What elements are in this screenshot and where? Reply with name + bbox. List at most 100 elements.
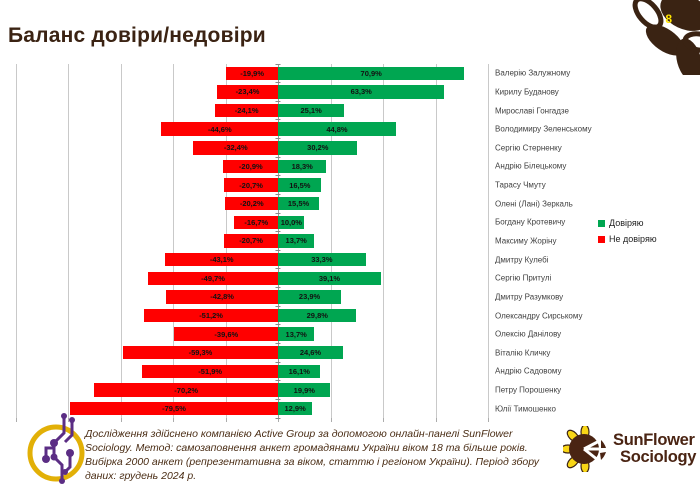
zero-axis-tick	[275, 268, 281, 270]
chart-row: -16,7% 10,0% Богдану Кротевичу	[16, 213, 565, 232]
category-label: Сергію Притулі	[495, 273, 552, 283]
zero-axis-tick	[275, 63, 281, 65]
active-group-logo	[27, 413, 85, 484]
gridline	[488, 64, 489, 418]
zero-axis-tick	[275, 342, 281, 344]
distrust-bar: -20,9%	[223, 159, 279, 174]
trust-value-label: 33,3%	[311, 255, 333, 265]
distrust-bar: -59,3%	[122, 346, 279, 360]
legend-trust-label: Довіряю	[609, 218, 644, 228]
distrust-value-label: -49,7%	[201, 273, 225, 283]
category-label: Олені (Лані) Зеркаль	[495, 199, 573, 209]
legend-item-distrust: Не довіряю	[598, 234, 657, 244]
distrust-bar: -24,1%	[215, 103, 279, 118]
trust-bar: 70,9%	[278, 66, 465, 80]
category-label: Олексію Данілову	[495, 329, 562, 339]
distrust-bar: -49,7%	[147, 271, 279, 285]
zero-axis-tick	[275, 212, 281, 214]
trust-value-label: 13,7%	[285, 236, 307, 246]
category-label: Дмитру Разумкову	[495, 292, 564, 302]
chart-row: -51,9% 16,1% Андрію Садовому	[16, 362, 562, 381]
chart-row: -70,2% 19,9% Петру Порошенку	[16, 381, 561, 400]
distrust-bar: -23,4%	[216, 85, 279, 99]
distrust-bar: -51,9%	[142, 364, 279, 379]
trust-value-label: 16,5%	[289, 180, 311, 190]
chart-row: -20,7% 16,5% Тарасу Чмуту	[16, 176, 546, 195]
trust-bar: 18,3%	[278, 159, 327, 174]
trust-bar: 23,9%	[278, 290, 341, 304]
distrust-value-label: -70,2%	[174, 385, 199, 395]
page-number: 8	[665, 12, 672, 26]
trust-bar: 19,9%	[278, 383, 331, 397]
zero-axis-tick	[275, 324, 281, 326]
gridline	[120, 64, 122, 418]
chart-row: -42,8% 23,9% Дмитру Разумкову	[16, 288, 563, 307]
distrust-value-label: -20,7%	[239, 180, 263, 190]
zero-axis-tick	[275, 287, 281, 289]
category-label: Андрію Білецькому	[495, 161, 567, 171]
trust-bar: 13,7%	[278, 234, 315, 248]
trust-bar: 12,9%	[278, 401, 313, 416]
chart-row: -43,1% 33,3% Дмитру Кулебі	[16, 250, 549, 269]
zero-axis-tick	[275, 249, 281, 251]
chart-row: -39,6% 13,7% Олексію Данілову	[16, 325, 561, 344]
sunflower-wordmark: SunFlower Sociology	[613, 432, 696, 466]
zero-axis-tick	[275, 305, 281, 307]
distrust-value-label: -79,5%	[162, 404, 186, 414]
distrust-value-label: -20,9%	[238, 161, 263, 171]
sunflower-sociology-logo: SunFlower Sociology	[563, 426, 696, 472]
zero-axis-tick	[275, 138, 281, 140]
chart-row: -32,4% 30,2% Сергію Стерненку	[16, 139, 562, 158]
trust-bar: 13,7%	[278, 327, 315, 341]
zero-axis-tick	[275, 231, 281, 233]
distrust-bar: -42,8%	[165, 290, 279, 304]
category-label: Тарасу Чмуту	[495, 180, 546, 190]
chart-row: -51,2% 29,8% Олександру Сирському	[16, 306, 582, 325]
category-label: Валерію Залужному	[495, 68, 571, 78]
trust-value-label: 23,9%	[298, 292, 321, 302]
distrust-bar: -70,2%	[94, 383, 279, 397]
distrust-value-label: -20,2%	[239, 199, 264, 209]
axis-tick	[173, 418, 175, 422]
axis-tick	[225, 418, 227, 422]
axis-tick	[278, 418, 280, 422]
category-label: Мирославі Гонгадзе	[495, 106, 569, 116]
distrust-bar: -20,7%	[223, 178, 279, 192]
trust-swatch-icon	[598, 219, 605, 227]
trust-bar: 63,3%	[278, 85, 445, 99]
trust-value-label: 10,0%	[280, 217, 302, 227]
distrust-value-label: -44,6%	[207, 124, 232, 134]
trust-bar: 15,5%	[278, 197, 319, 211]
trust-bar: 39,1%	[278, 271, 381, 285]
distrust-bar: -16,7%	[234, 215, 279, 230]
trust-value-label: 24,6%	[299, 348, 322, 358]
trust-value-label: 30,2%	[307, 143, 329, 153]
gridline	[173, 64, 175, 418]
category-label: Віталію Кличку	[495, 348, 551, 358]
category-label: Андрію Садовому	[495, 366, 562, 376]
legend-distrust-label: Не довіряю	[609, 234, 657, 244]
trust-bar: 10,0%	[278, 215, 305, 230]
corner-flower-icon	[632, 0, 700, 75]
zero-axis-tick	[275, 100, 281, 102]
distrust-bar: -20,2%	[225, 197, 279, 211]
trust-balance-chart: -19,9% 70,9% Валерію Залужному -23,4% 63,3% К…	[16, 63, 592, 422]
trust-bar: 30,2%	[278, 141, 358, 155]
trust-bar: 16,1%	[278, 364, 321, 379]
category-label: Юлії Тимошенко	[495, 404, 556, 414]
trust-value-label: 39,1%	[318, 273, 341, 283]
distrust-value-label: -20,7%	[239, 236, 263, 246]
trust-bar: 29,8%	[278, 308, 357, 323]
distrust-bar: -44,6%	[161, 122, 279, 136]
chart-legend: Довіряю Не довіряю	[598, 218, 657, 250]
chart-row: -24,1% 25,1% Мирославі Гонгадзе	[16, 101, 569, 120]
trust-value-label: 15,5%	[287, 199, 310, 209]
axis-tick	[330, 418, 332, 422]
zero-axis-tick	[275, 119, 281, 121]
legend-item-trust: Довіряю	[598, 218, 657, 228]
distrust-bar: -20,7%	[223, 234, 279, 248]
axis-tick	[488, 418, 489, 422]
chart-row: -20,9% 18,3% Андрію Білецькому	[16, 157, 566, 176]
zero-axis-tick	[275, 398, 281, 400]
